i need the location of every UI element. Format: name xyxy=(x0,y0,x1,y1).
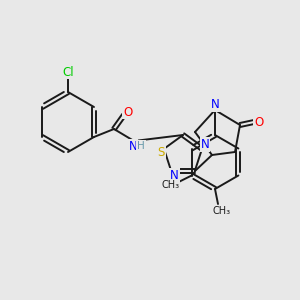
Text: N: N xyxy=(129,140,137,152)
Text: N: N xyxy=(211,98,219,112)
Text: N: N xyxy=(201,138,209,151)
Text: Cl: Cl xyxy=(62,65,74,79)
Text: N: N xyxy=(170,169,178,182)
Text: H: H xyxy=(137,141,145,151)
Text: CH₃: CH₃ xyxy=(162,179,180,190)
Text: S: S xyxy=(157,146,165,159)
Text: CH₃: CH₃ xyxy=(213,206,231,216)
Text: O: O xyxy=(123,106,133,118)
Text: O: O xyxy=(254,116,264,128)
